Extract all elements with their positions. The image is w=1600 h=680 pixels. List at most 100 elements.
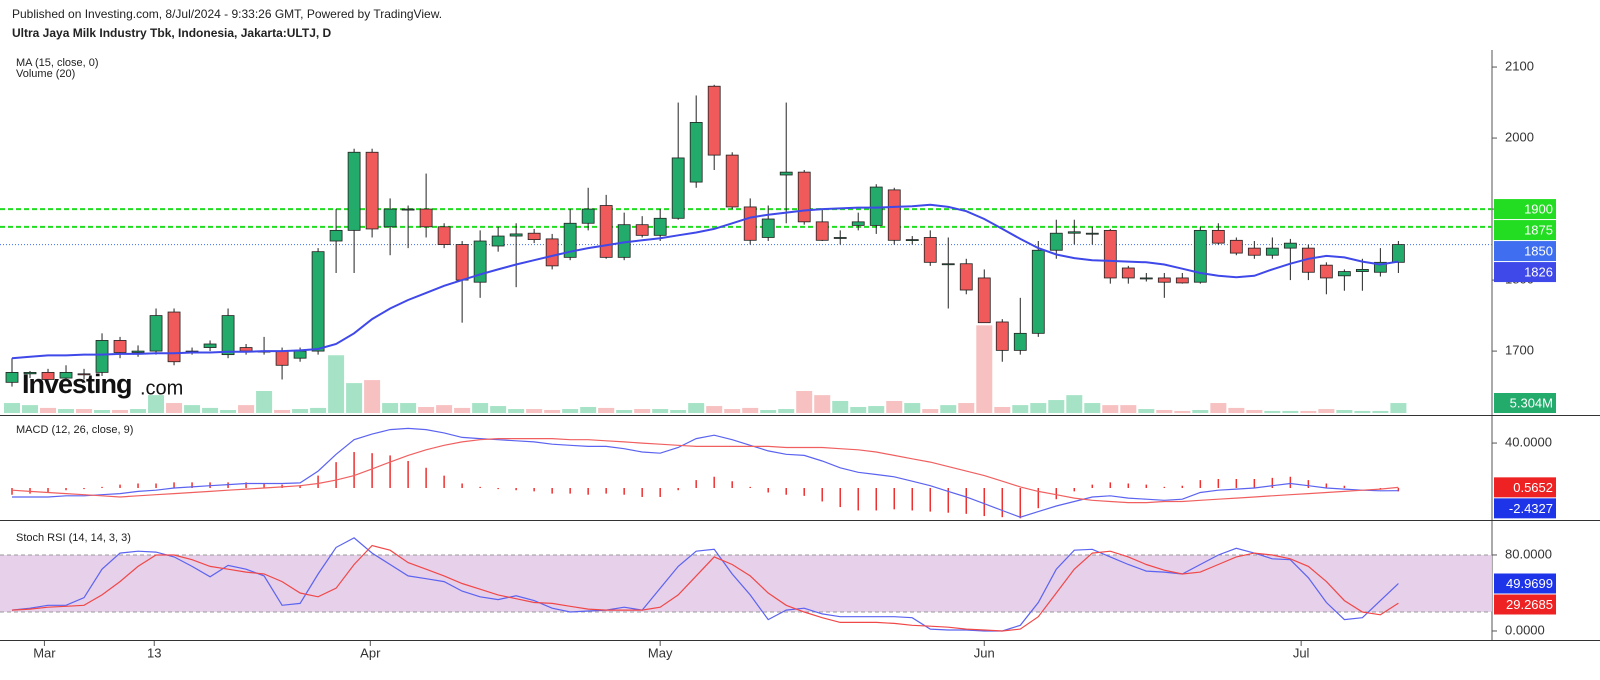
candle-body <box>131 350 145 353</box>
candle-body <box>95 340 109 373</box>
candle-body <box>743 206 757 241</box>
volume-bar <box>1048 400 1065 413</box>
candle-body <box>311 251 325 352</box>
logo: Investing <box>22 369 132 399</box>
candle-body <box>797 171 811 223</box>
volume-bar <box>418 406 435 413</box>
price-box <box>1494 241 1556 262</box>
volume-bar <box>490 406 507 413</box>
candle-body <box>41 371 55 380</box>
candle-body <box>491 235 505 247</box>
price-box-label: -2.4327 <box>1509 501 1553 516</box>
price-box-label: 1900 <box>1524 202 1553 217</box>
volume-bar <box>832 400 849 413</box>
candle-body <box>59 371 73 379</box>
volume-bar <box>994 406 1011 413</box>
candle-body <box>1175 277 1189 284</box>
volume-bar <box>814 395 831 413</box>
candle-body <box>1319 264 1333 279</box>
volume-bar <box>616 409 633 413</box>
volume-bar <box>904 403 921 413</box>
symbol-title: Ultra Jaya Milk Industry Tbk, Indonesia,… <box>12 26 332 40</box>
candle-body <box>977 277 991 324</box>
y-tick-label: 40.0000 <box>1505 434 1552 449</box>
candle-body <box>1067 231 1081 234</box>
volume-bar <box>580 406 597 413</box>
candle-body <box>581 208 595 224</box>
volume-bar <box>166 403 183 413</box>
x-tick-label: Mar <box>33 645 56 660</box>
volume-bar <box>670 409 687 413</box>
candle-body <box>545 238 559 267</box>
volume-bar <box>778 409 795 413</box>
candle-body <box>1085 232 1099 235</box>
candle-body <box>905 239 919 242</box>
candle-body <box>275 350 289 366</box>
candle-body <box>995 321 1009 351</box>
candle-body <box>329 229 343 242</box>
candle-body <box>1373 261 1387 273</box>
price-box <box>1494 594 1556 615</box>
candle-body <box>1121 267 1135 279</box>
volume-bar <box>598 407 615 413</box>
volume-bar <box>220 409 237 413</box>
candle-body <box>1229 239 1243 254</box>
candle-body <box>599 205 613 258</box>
candle-body <box>77 373 91 376</box>
macd-line <box>11 438 1399 504</box>
logo-suffix: .com <box>140 377 183 399</box>
price-box-label: 1826 <box>1524 265 1553 280</box>
macd-line <box>12 427 1399 518</box>
price-box <box>1494 220 1556 241</box>
y-tick-label: 2100 <box>1505 58 1534 73</box>
price-box <box>1494 477 1556 498</box>
volume-bar <box>238 405 255 413</box>
volume-bar <box>1030 403 1047 413</box>
candle-body <box>833 237 847 239</box>
y-tick-label: 2000 <box>1505 129 1534 144</box>
candle-body <box>635 224 649 236</box>
plot-area: Investing .com Volume (20)MA (15, close, 0… <box>0 57 1552 660</box>
volume-title: Volume (20) <box>16 68 75 80</box>
candle-body <box>563 222 577 258</box>
candle-body <box>1031 249 1045 334</box>
stoch-line <box>11 544 1399 632</box>
volume-bar <box>1102 405 1119 413</box>
y-tick-label: 1700 <box>1505 343 1534 358</box>
volume-bar <box>76 409 93 413</box>
price-box <box>1494 199 1556 220</box>
candle-body <box>1265 247 1279 256</box>
volume-bar <box>1246 409 1263 413</box>
volume-bar <box>1390 403 1407 413</box>
volume-bar <box>886 400 903 413</box>
volume-bar <box>292 409 309 413</box>
volume-bar <box>1282 410 1299 413</box>
candle-body <box>671 157 685 219</box>
candle-body <box>1247 247 1261 256</box>
candle-body <box>203 343 217 348</box>
volume-bar <box>688 403 705 413</box>
candle-body <box>923 237 937 263</box>
volume-bar <box>22 405 39 413</box>
volume-bar <box>508 409 525 413</box>
volume-bar <box>1066 395 1083 413</box>
overlay: 1900 1875 1850 1826 5.304M 0.5652 -2.4327 49.96… <box>1494 199 1556 615</box>
price-box-label: 1850 <box>1524 244 1553 259</box>
volume-bar <box>1336 409 1353 413</box>
volume-bar <box>346 383 363 413</box>
volume-bar <box>382 403 399 413</box>
volume-bar <box>1174 410 1191 413</box>
y-tick-label: 80.0000 <box>1505 546 1552 561</box>
candle-body <box>1103 229 1117 279</box>
volume-bar <box>976 325 993 413</box>
volume-bar <box>274 409 291 413</box>
candle-body <box>365 151 379 230</box>
x-tick-label: May <box>648 645 673 660</box>
volume-bar <box>256 390 273 413</box>
candle-body <box>1049 232 1063 251</box>
volume-bar <box>364 380 381 413</box>
volume-bar <box>562 409 579 413</box>
y-tick-label: 0.0000 <box>1505 622 1545 637</box>
volume-bar <box>328 355 345 413</box>
